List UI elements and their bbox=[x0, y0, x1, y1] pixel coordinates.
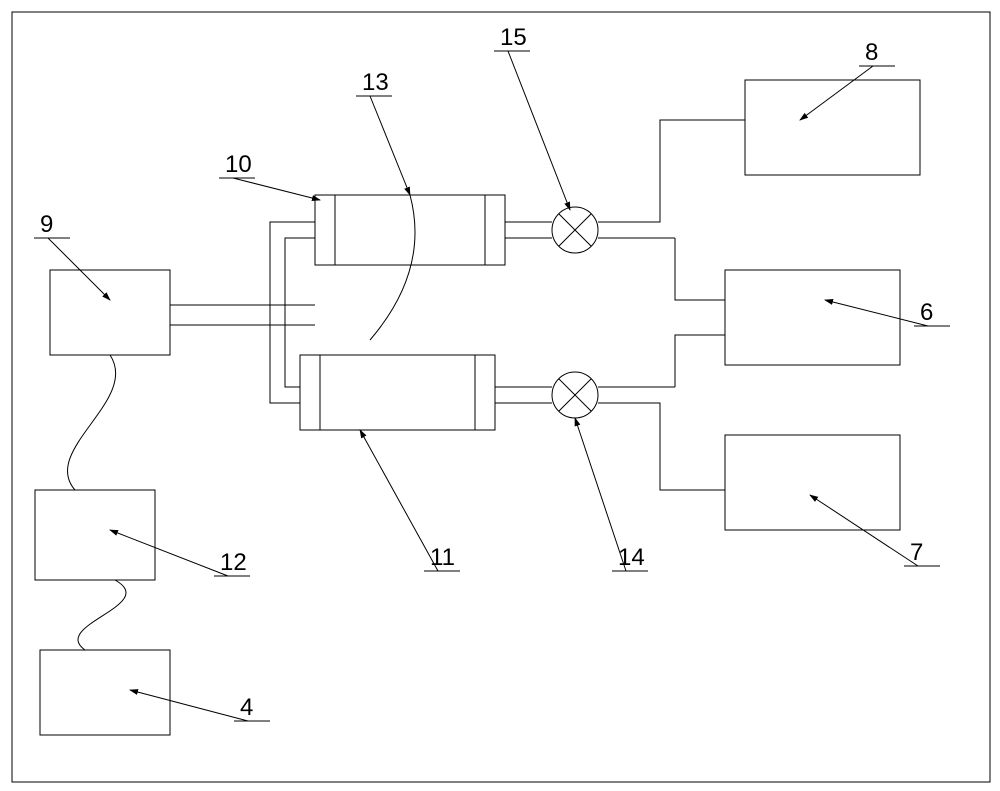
label-13: 13 bbox=[362, 69, 389, 96]
block-b11 bbox=[300, 355, 495, 430]
block-b7 bbox=[725, 435, 900, 530]
label-10: 10 bbox=[225, 151, 252, 178]
label-4: 4 bbox=[240, 694, 253, 721]
block-b6 bbox=[725, 270, 900, 365]
label-11: 11 bbox=[430, 544, 455, 571]
label-14: 14 bbox=[618, 544, 645, 571]
block-b8 bbox=[745, 80, 920, 175]
block-b12 bbox=[35, 490, 155, 580]
block-b4 bbox=[40, 650, 170, 735]
label-15: 15 bbox=[500, 24, 527, 51]
block-b10 bbox=[315, 195, 505, 265]
label-12: 12 bbox=[220, 549, 247, 576]
diagram-canvas: 15 13 10 8 9 6 7 12 4 11 14 bbox=[0, 0, 1000, 791]
block-b9 bbox=[50, 270, 170, 355]
label-6: 6 bbox=[920, 299, 933, 326]
label-7: 7 bbox=[910, 539, 923, 566]
label-8: 8 bbox=[865, 39, 878, 66]
label-9: 9 bbox=[40, 211, 53, 238]
